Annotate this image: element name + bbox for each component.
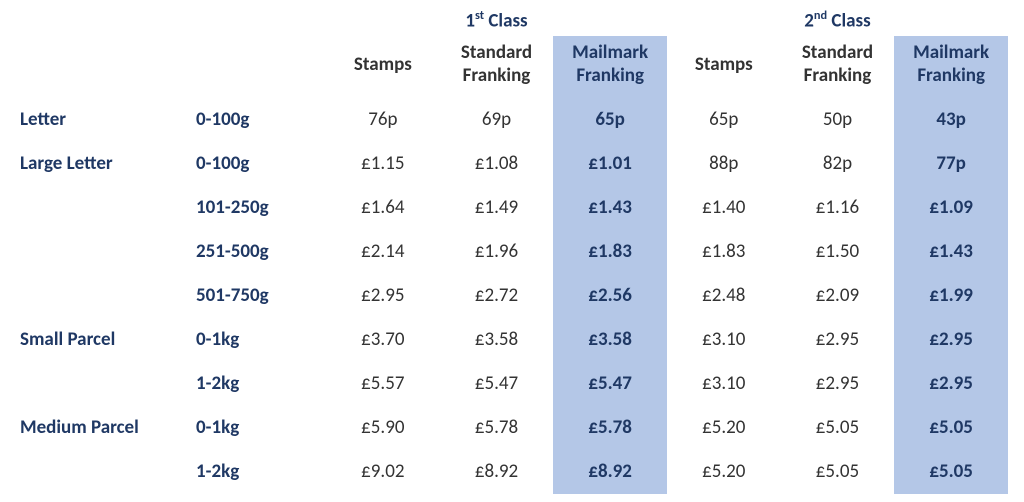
price-2nd-stamps: 65p xyxy=(667,98,781,142)
header-second-class: 2nd Class xyxy=(667,8,1008,36)
price-2nd-standard-franking: 50p xyxy=(781,98,895,142)
price-1st-stamps: £3.70 xyxy=(326,318,440,362)
price-2nd-stamps: £2.48 xyxy=(667,274,781,318)
weight-label: 0-100g xyxy=(196,98,326,142)
header-first-class: 1st Class xyxy=(326,8,667,36)
header-standard-franking-2: StandardFranking xyxy=(781,36,895,98)
table-row: 101-250g£1.64£1.49£1.43£1.40£1.16£1.09 xyxy=(16,186,1008,230)
price-1st-stamps: £2.95 xyxy=(326,274,440,318)
weight-label: 1-2kg xyxy=(196,362,326,406)
price-2nd-mailmark-franking: 77p xyxy=(894,142,1008,186)
price-2nd-stamps: £5.20 xyxy=(667,450,781,494)
price-2nd-mailmark-franking: £5.05 xyxy=(894,406,1008,450)
table-row: Medium Parcel0-1kg£5.90£5.78£5.78£5.20£5… xyxy=(16,406,1008,450)
price-1st-stamps: £1.64 xyxy=(326,186,440,230)
category-label xyxy=(16,274,196,318)
price-2nd-standard-franking: £2.09 xyxy=(781,274,895,318)
price-1st-standard-franking: £3.58 xyxy=(440,318,554,362)
price-2nd-standard-franking: 82p xyxy=(781,142,895,186)
price-2nd-stamps: £1.83 xyxy=(667,230,781,274)
header-stamps-2: Stamps xyxy=(667,36,781,98)
price-1st-mailmark-franking: £3.58 xyxy=(553,318,667,362)
price-1st-standard-franking: 69p xyxy=(440,98,554,142)
price-1st-mailmark-franking: £5.47 xyxy=(553,362,667,406)
table-row: Small Parcel0-1kg£3.70£3.58£3.58£3.10£2.… xyxy=(16,318,1008,362)
price-1st-stamps: £5.57 xyxy=(326,362,440,406)
price-2nd-standard-franking: £5.05 xyxy=(781,450,895,494)
header-mailmark-franking-2: MailmarkFranking xyxy=(894,36,1008,98)
price-1st-mailmark-franking: £1.83 xyxy=(553,230,667,274)
category-label xyxy=(16,186,196,230)
category-label: Large Letter xyxy=(16,142,196,186)
weight-label: 101-250g xyxy=(196,186,326,230)
price-2nd-mailmark-franking: £2.95 xyxy=(894,362,1008,406)
price-2nd-stamps: £5.20 xyxy=(667,406,781,450)
price-2nd-standard-franking: £1.50 xyxy=(781,230,895,274)
price-2nd-mailmark-franking: £1.99 xyxy=(894,274,1008,318)
price-1st-stamps: £2.14 xyxy=(326,230,440,274)
table-row: 251-500g£2.14£1.96£1.83£1.83£1.50£1.43 xyxy=(16,230,1008,274)
postage-price-table: 1st Class 2nd Class Stamps StandardFrank… xyxy=(16,8,1008,494)
price-2nd-stamps: £3.10 xyxy=(667,362,781,406)
price-2nd-mailmark-franking: £1.09 xyxy=(894,186,1008,230)
price-2nd-standard-franking: £5.05 xyxy=(781,406,895,450)
table-row: 1-2kg£9.02£8.92£8.92£5.20£5.05£5.05 xyxy=(16,450,1008,494)
weight-label: 251-500g xyxy=(196,230,326,274)
price-1st-standard-franking: £5.47 xyxy=(440,362,554,406)
table-row: 501-750g£2.95£2.72£2.56£2.48£2.09£1.99 xyxy=(16,274,1008,318)
price-2nd-stamps: 88p xyxy=(667,142,781,186)
weight-label: 501-750g xyxy=(196,274,326,318)
header-stamps-1: Stamps xyxy=(326,36,440,98)
price-1st-standard-franking: £2.72 xyxy=(440,274,554,318)
category-label xyxy=(16,450,196,494)
price-2nd-mailmark-franking: £5.05 xyxy=(894,450,1008,494)
price-2nd-standard-franking: £1.16 xyxy=(781,186,895,230)
weight-label: 0-1kg xyxy=(196,406,326,450)
category-label xyxy=(16,362,196,406)
price-1st-mailmark-franking: £1.01 xyxy=(553,142,667,186)
price-2nd-standard-franking: £2.95 xyxy=(781,362,895,406)
category-label: Letter xyxy=(16,98,196,142)
category-label: Small Parcel xyxy=(16,318,196,362)
price-1st-mailmark-franking: £1.43 xyxy=(553,186,667,230)
category-label xyxy=(16,230,196,274)
price-2nd-standard-franking: £2.95 xyxy=(781,318,895,362)
table-row: 1-2kg£5.57£5.47£5.47£3.10£2.95£2.95 xyxy=(16,362,1008,406)
price-1st-stamps: £1.15 xyxy=(326,142,440,186)
weight-label: 0-1kg xyxy=(196,318,326,362)
price-2nd-mailmark-franking: 43p xyxy=(894,98,1008,142)
price-1st-stamps: 76p xyxy=(326,98,440,142)
header-standard-franking-1: StandardFranking xyxy=(440,36,554,98)
price-1st-stamps: £5.90 xyxy=(326,406,440,450)
table-row: Large Letter0-100g£1.15£1.08£1.0188p82p7… xyxy=(16,142,1008,186)
price-1st-standard-franking: £1.96 xyxy=(440,230,554,274)
price-2nd-stamps: £1.40 xyxy=(667,186,781,230)
table-row: Letter0-100g76p69p65p65p50p43p xyxy=(16,98,1008,142)
price-1st-standard-franking: £1.49 xyxy=(440,186,554,230)
price-1st-mailmark-franking: £2.56 xyxy=(553,274,667,318)
weight-label: 0-100g xyxy=(196,142,326,186)
weight-label: 1-2kg xyxy=(196,450,326,494)
header-mailmark-franking-1: MailmarkFranking xyxy=(553,36,667,98)
price-1st-standard-franking: £5.78 xyxy=(440,406,554,450)
category-label: Medium Parcel xyxy=(16,406,196,450)
price-2nd-mailmark-franking: £2.95 xyxy=(894,318,1008,362)
price-1st-mailmark-franking: 65p xyxy=(553,98,667,142)
price-1st-mailmark-franking: £5.78 xyxy=(553,406,667,450)
price-1st-standard-franking: £8.92 xyxy=(440,450,554,494)
price-2nd-stamps: £3.10 xyxy=(667,318,781,362)
price-1st-stamps: £9.02 xyxy=(326,450,440,494)
price-1st-mailmark-franking: £8.92 xyxy=(553,450,667,494)
price-2nd-mailmark-franking: £1.43 xyxy=(894,230,1008,274)
price-1st-standard-franking: £1.08 xyxy=(440,142,554,186)
